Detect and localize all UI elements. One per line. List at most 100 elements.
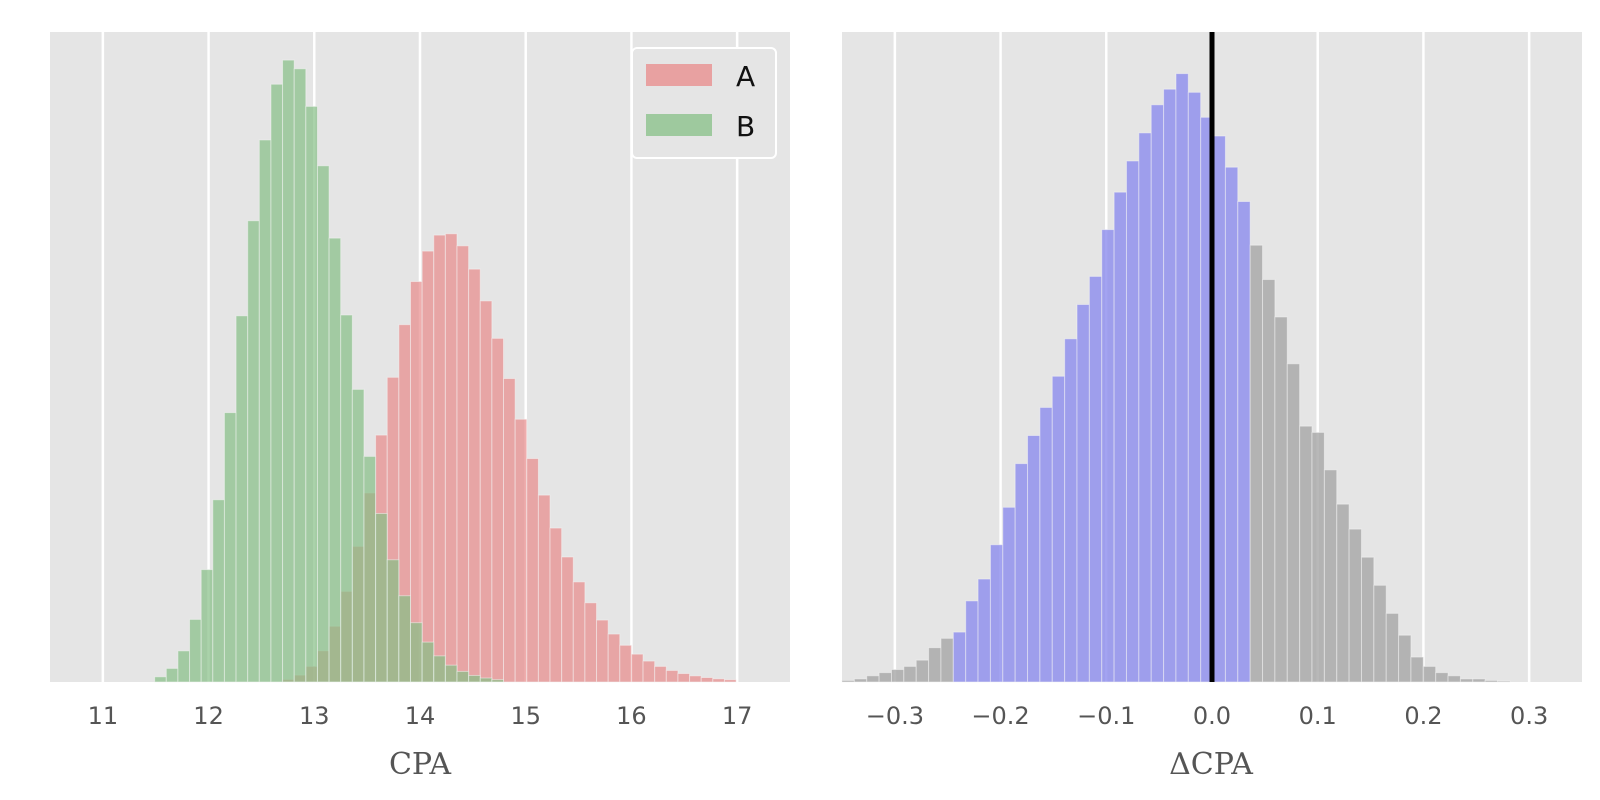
delta-bar-highlighted <box>1224 166 1239 683</box>
x-tick-labels-left: 11 12 13 14 15 16 17 <box>88 702 753 730</box>
delta-bar-outside <box>1360 556 1375 683</box>
delta-bar-highlighted <box>1187 91 1202 683</box>
series-b-bar <box>177 650 191 683</box>
series-a-bar <box>700 677 714 683</box>
series-a-bar <box>654 665 667 683</box>
delta-bar-outside <box>866 675 880 683</box>
delta-bar-highlighted <box>1039 406 1053 683</box>
x-tick-label: −0.2 <box>971 702 1029 730</box>
delta-bar-outside <box>890 669 905 683</box>
delta-bar-outside <box>903 665 917 683</box>
delta-bar-highlighted <box>1150 104 1165 683</box>
delta-bar-highlighted <box>1088 275 1103 683</box>
series-b-bar <box>363 455 377 683</box>
series-a-bar <box>503 378 516 683</box>
delta-bar-outside <box>1274 316 1288 683</box>
delta-bar-highlighted <box>1014 463 1029 683</box>
x-tick-label: 0.0 <box>1193 702 1231 730</box>
delta-bar-outside <box>1373 584 1387 683</box>
series-a-bar <box>665 669 679 683</box>
series-b-bar <box>340 314 353 683</box>
x-tick-label: 17 <box>722 702 753 730</box>
series-b-bar <box>165 667 179 683</box>
delta-bar-highlighted <box>1212 135 1226 683</box>
delta-bar-outside <box>1385 612 1400 683</box>
delta-bar-outside <box>1435 672 1449 683</box>
delta-bar-highlighted <box>1175 73 1189 683</box>
series-a-bar <box>526 458 539 683</box>
series-a-bar <box>630 653 644 683</box>
series-b-bar <box>282 59 295 683</box>
series-a-bar <box>596 619 609 683</box>
delta-bar-outside <box>1484 679 1499 683</box>
x-axis-label-right: ΔCPA <box>1169 747 1253 782</box>
series-a-bar <box>421 250 435 683</box>
delta-bar-outside <box>1262 279 1276 683</box>
series-a-bar <box>584 602 598 683</box>
delta-bar-highlighted <box>989 544 1004 683</box>
legend-swatch-b <box>646 114 712 136</box>
series-b-bar <box>223 412 237 683</box>
delta-bar-highlighted <box>1138 132 1152 683</box>
x-tick-label: 0.2 <box>1404 702 1442 730</box>
series-a-bar <box>619 644 632 683</box>
series-a-bar <box>712 678 725 683</box>
delta-bar-outside <box>1323 469 1338 683</box>
delta-bar-highlighted <box>1163 88 1177 683</box>
delta-bar-highlighted <box>977 578 991 683</box>
series-b-bar <box>154 676 167 683</box>
x-tick-label: 14 <box>405 702 436 730</box>
x-tick-labels-right: −0.3 −0.2 −0.1 0.0 0.1 0.2 0.3 <box>866 702 1549 730</box>
delta-bar-outside <box>928 647 942 683</box>
series-a-bar <box>514 418 528 683</box>
series-b-bar <box>456 670 470 683</box>
series-a-bar <box>537 494 551 683</box>
series-a-bar <box>561 556 574 683</box>
delta-bar-highlighted <box>952 631 967 683</box>
series-b-bar <box>212 499 225 683</box>
series-b-bar <box>433 655 446 683</box>
series-b-bar <box>398 595 411 683</box>
legend-label-b: B <box>736 110 755 143</box>
delta-bar-outside <box>841 679 855 683</box>
x-tick-label: 12 <box>193 702 224 730</box>
series-b-bar <box>421 641 435 683</box>
delta-bar-highlighted <box>965 600 979 683</box>
series-b-bar <box>305 105 318 683</box>
series-b-bar <box>258 139 272 683</box>
delta-bar-highlighted <box>1125 160 1140 683</box>
legend-label-a: A <box>736 60 755 93</box>
delta-bar-outside <box>1336 503 1350 683</box>
x-tick-label: 11 <box>88 702 119 730</box>
delta-bar-outside <box>1472 678 1486 683</box>
delta-bar-highlighted <box>1101 229 1115 683</box>
series-b-bar <box>293 68 307 683</box>
legend-swatch-a <box>646 64 712 86</box>
series-b-bar <box>479 677 493 683</box>
delta-bar-outside <box>1459 678 1474 683</box>
x-axis-label-left: CPA <box>389 747 451 782</box>
series-b-bar <box>247 220 260 683</box>
delta-bar-highlighted <box>1064 338 1078 683</box>
delta-bar-highlighted <box>1237 201 1251 683</box>
x-tick-label: 15 <box>510 702 541 730</box>
series-a-bar <box>642 660 656 683</box>
delta-cpa-histogram-panel: −0.3 −0.2 −0.1 0.0 0.1 0.2 0.3 ΔCPA <box>841 32 1582 782</box>
delta-bar-outside <box>1410 656 1424 683</box>
series-a-bar <box>491 337 505 683</box>
series-b-bar <box>375 512 388 683</box>
delta-bar-highlighted <box>1076 303 1090 683</box>
series-b-bar <box>235 315 249 683</box>
delta-bar-outside <box>1497 680 1511 683</box>
delta-bar-outside <box>1422 665 1437 683</box>
delta-bar-outside <box>853 678 868 683</box>
series-a-bar <box>479 300 493 683</box>
series-b-bar <box>386 559 400 683</box>
delta-bar-outside <box>1348 528 1362 683</box>
series-a-bar <box>468 268 481 683</box>
series-a-bar <box>549 527 563 683</box>
delta-bar-highlighted <box>1113 191 1127 683</box>
series-b-bar <box>189 618 202 683</box>
delta-bar-outside <box>1249 244 1264 683</box>
